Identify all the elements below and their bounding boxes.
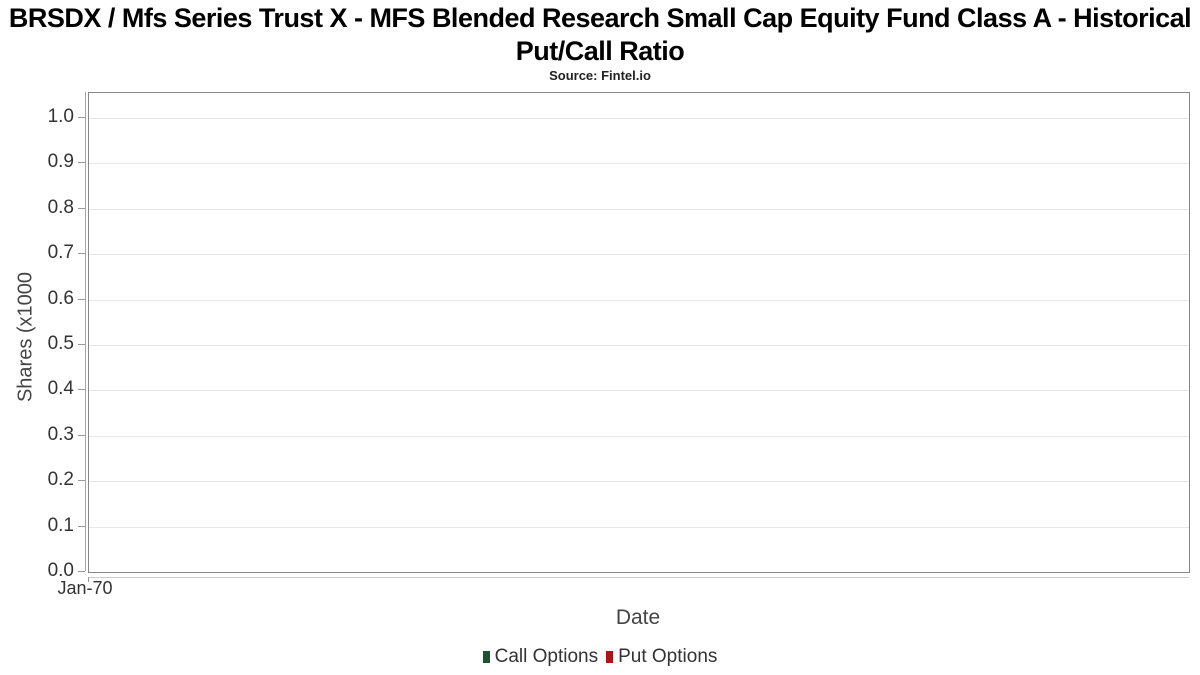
legend: Call Options Put Options: [0, 646, 1200, 667]
y-tick-label: 0.8: [47, 197, 74, 218]
y-tick-mark: [78, 435, 85, 436]
x-tick-mark: [88, 577, 89, 582]
y-tick-mark: [78, 208, 85, 209]
y-tick-mark: [78, 162, 85, 163]
y-gridline: [89, 436, 1189, 437]
y-tick-label: 0.5: [47, 333, 74, 354]
y-tick-mark: [78, 571, 85, 572]
y-gridline: [89, 481, 1189, 482]
legend-item-put-options[interactable]: Put Options: [606, 646, 717, 667]
legend-label: Put Options: [618, 646, 718, 667]
y-tick-mark: [78, 299, 85, 300]
y-tick-label: 0.2: [47, 469, 74, 490]
y-tick-mark: [78, 526, 85, 527]
legend-swatch-icon: [606, 650, 614, 663]
x-axis-title: Date: [615, 606, 661, 629]
y-tick-label: 0.9: [47, 151, 74, 172]
y-tick-mark: [78, 389, 85, 390]
plot-area: [88, 92, 1190, 573]
y-tick-label: 0.0: [47, 560, 74, 581]
y-tick-label: 0.1: [47, 515, 74, 536]
y-tick-label: 0.6: [47, 288, 74, 309]
y-tick-mark: [78, 117, 85, 118]
legend-item-call-options[interactable]: Call Options: [482, 646, 599, 667]
x-axis-line: [88, 577, 1189, 578]
y-axis-line: [85, 92, 86, 571]
chart-subtitle: Source: Fintel.io: [549, 68, 651, 83]
y-tick-mark: [78, 253, 85, 254]
y-tick-label: 0.4: [47, 378, 74, 399]
x-tick-label: Jan-70: [57, 578, 113, 598]
chart-title: BRSDX / Mfs Series Trust X - MFS Blended…: [8, 3, 1192, 66]
y-tick-mark: [78, 344, 85, 345]
y-gridline: [89, 527, 1189, 528]
y-gridline: [89, 209, 1189, 210]
y-gridline: [89, 345, 1189, 346]
y-tick-label: 0.3: [47, 424, 74, 445]
y-gridline: [89, 390, 1189, 391]
y-gridline: [89, 254, 1189, 255]
y-gridline: [89, 118, 1189, 119]
legend-label: Call Options: [494, 646, 599, 667]
y-tick-mark: [78, 480, 85, 481]
y-gridline: [89, 300, 1189, 301]
y-tick-label: 0.7: [47, 242, 74, 263]
y-gridline: [89, 163, 1189, 164]
legend-swatch-icon: [482, 650, 490, 663]
y-tick-label: 1.0: [47, 106, 74, 127]
